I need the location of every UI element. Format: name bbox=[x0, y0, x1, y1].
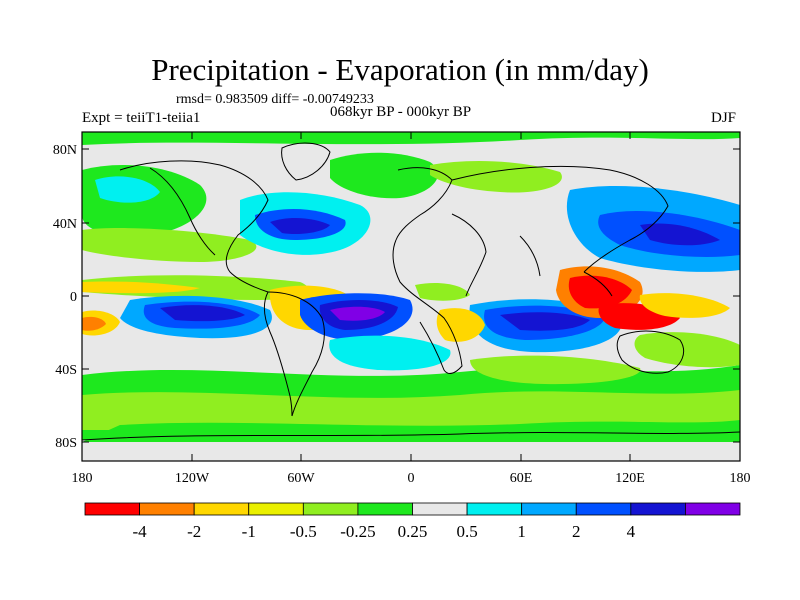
colorbar-label: -4 bbox=[132, 522, 147, 541]
colorbar-swatch bbox=[521, 502, 577, 516]
field-layer bbox=[82, 132, 740, 461]
colorbar-label: -0.5 bbox=[290, 522, 317, 541]
longitude-axis: 180 120W 60W 0 60E 120E 180 bbox=[72, 132, 751, 486]
period-difference-label: 068kyr BP - 000kyr BP bbox=[330, 104, 472, 120]
experiment-label: Expt = teiiT1-teiia1 bbox=[82, 110, 201, 126]
colorbar-swatch bbox=[357, 502, 413, 516]
colorbar-swatch bbox=[412, 502, 468, 516]
colorbar-swatch bbox=[630, 502, 686, 516]
colorbar-swatch bbox=[466, 502, 523, 516]
colorbar-label: -0.25 bbox=[340, 522, 375, 541]
colorbar-label: 0.5 bbox=[456, 522, 477, 541]
colorbar-swatch bbox=[575, 502, 632, 516]
lat-tick-label: 0 bbox=[70, 290, 77, 305]
coastlines bbox=[82, 142, 740, 441]
colorbar-label: -1 bbox=[242, 522, 256, 541]
colorbar-swatch bbox=[84, 502, 140, 516]
colorbar-label: 0.25 bbox=[398, 522, 428, 541]
colorbar-swatch bbox=[685, 502, 741, 516]
stats-line: rmsd= 0.983509 diff= -0.00749233 bbox=[176, 92, 374, 107]
lat-tick-label: 40S bbox=[55, 363, 77, 378]
lat-tick-label: 80N bbox=[53, 143, 77, 158]
lat-tick-label: 40N bbox=[53, 217, 77, 232]
colorbar-label: -2 bbox=[187, 522, 201, 541]
colorbar-swatch bbox=[193, 502, 250, 516]
colorbar-label: 4 bbox=[627, 522, 636, 541]
lon-tick-label: 120E bbox=[615, 471, 645, 486]
lon-tick-label: 0 bbox=[408, 471, 415, 486]
lon-tick-label: 60W bbox=[287, 471, 315, 486]
lon-tick-label: 120W bbox=[175, 471, 210, 486]
colorbar-label: 1 bbox=[517, 522, 526, 541]
season-label: DJF bbox=[710, 110, 736, 126]
colorbar-swatch bbox=[248, 502, 304, 516]
map-title: Precipitation - Evaporation (in mm/day) bbox=[151, 52, 649, 87]
colorbar: -4 -2 -1 -0.5 -0.25 0.25 0.5 1 2 4 bbox=[84, 502, 741, 541]
lon-tick-label: 180 bbox=[730, 471, 751, 486]
latitude-axis: 80N 40N 0 40S 80S bbox=[53, 143, 740, 451]
lon-tick-label: 180 bbox=[72, 471, 93, 486]
lon-tick-label: 60E bbox=[510, 471, 533, 486]
colorbar-swatch bbox=[302, 502, 359, 516]
colorbar-swatch bbox=[139, 502, 195, 516]
colorbar-label: 2 bbox=[572, 522, 581, 541]
lat-tick-label: 80S bbox=[55, 436, 77, 451]
